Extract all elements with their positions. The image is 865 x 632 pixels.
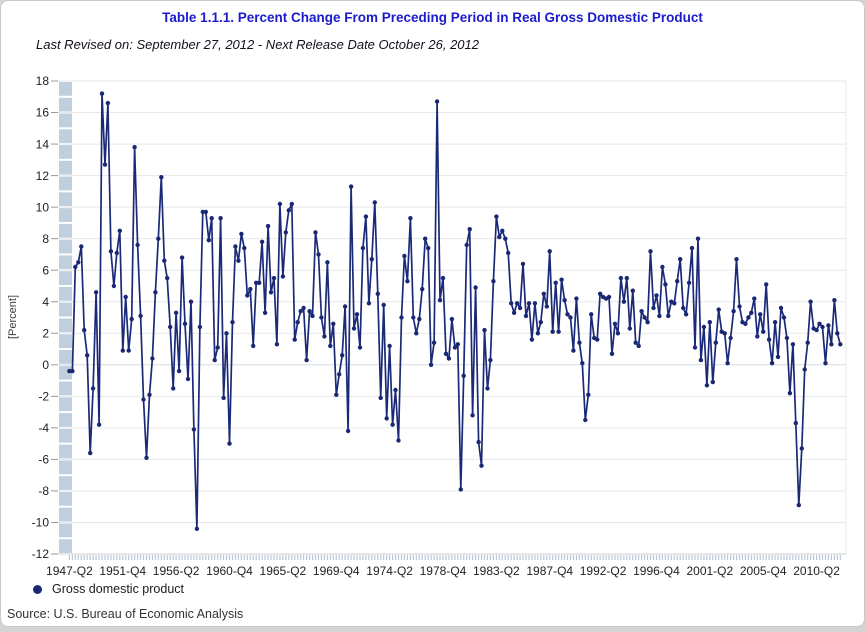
svg-text:2005-Q4: 2005-Q4: [740, 564, 787, 578]
svg-text:6: 6: [42, 263, 49, 277]
svg-text:1992-Q2: 1992-Q2: [580, 564, 627, 578]
svg-text:1983-Q2: 1983-Q2: [473, 564, 520, 578]
svg-text:10: 10: [36, 200, 50, 214]
svg-text:18: 18: [36, 74, 50, 88]
series-marker-icon: [33, 584, 42, 594]
source-note: Source: U.S. Bureau of Economic Analysis: [7, 607, 244, 621]
svg-text:1956-Q2: 1956-Q2: [153, 564, 200, 578]
legend-label: Gross domestic product: [52, 582, 184, 596]
page-title: Table 1.1.1. Percent Change From Precedi…: [162, 10, 703, 25]
svg-text:-12: -12: [32, 547, 50, 561]
svg-text:-10: -10: [32, 516, 50, 530]
svg-text:1947-Q2: 1947-Q2: [46, 564, 93, 578]
svg-text:1987-Q4: 1987-Q4: [526, 564, 573, 578]
legend: Gross domestic product: [33, 582, 184, 596]
svg-text:4: 4: [42, 295, 49, 309]
svg-text:2010-Q2: 2010-Q2: [793, 564, 840, 578]
svg-text:1965-Q2: 1965-Q2: [260, 564, 307, 578]
svg-text:2: 2: [42, 326, 49, 340]
svg-text:0: 0: [42, 358, 49, 372]
svg-text:12: 12: [36, 169, 50, 183]
svg-text:-2: -2: [38, 390, 49, 404]
svg-text:1978-Q4: 1978-Q4: [420, 564, 467, 578]
svg-text:1969-Q4: 1969-Q4: [313, 564, 360, 578]
gdp-line-chart: -12 -10 -8 -6 -4 -2 0 2 4 6 8 10 12 14 16 18 1947-Q2 1951…: [32, 74, 847, 578]
svg-text:1996-Q4: 1996-Q4: [633, 564, 680, 578]
svg-text:16: 16: [36, 106, 50, 120]
revision-note: Last Revised on: September 27, 2012 - Ne…: [36, 37, 479, 52]
svg-text:1951-Q4: 1951-Q4: [99, 564, 146, 578]
svg-text:14: 14: [36, 137, 50, 151]
svg-text:2001-Q2: 2001-Q2: [686, 564, 733, 578]
svg-text:8: 8: [42, 232, 49, 246]
svg-text:-6: -6: [38, 453, 49, 467]
svg-text:-8: -8: [38, 484, 49, 498]
svg-text:-4: -4: [38, 421, 49, 435]
svg-text:1974-Q2: 1974-Q2: [366, 564, 413, 578]
svg-text:1960-Q4: 1960-Q4: [206, 564, 253, 578]
